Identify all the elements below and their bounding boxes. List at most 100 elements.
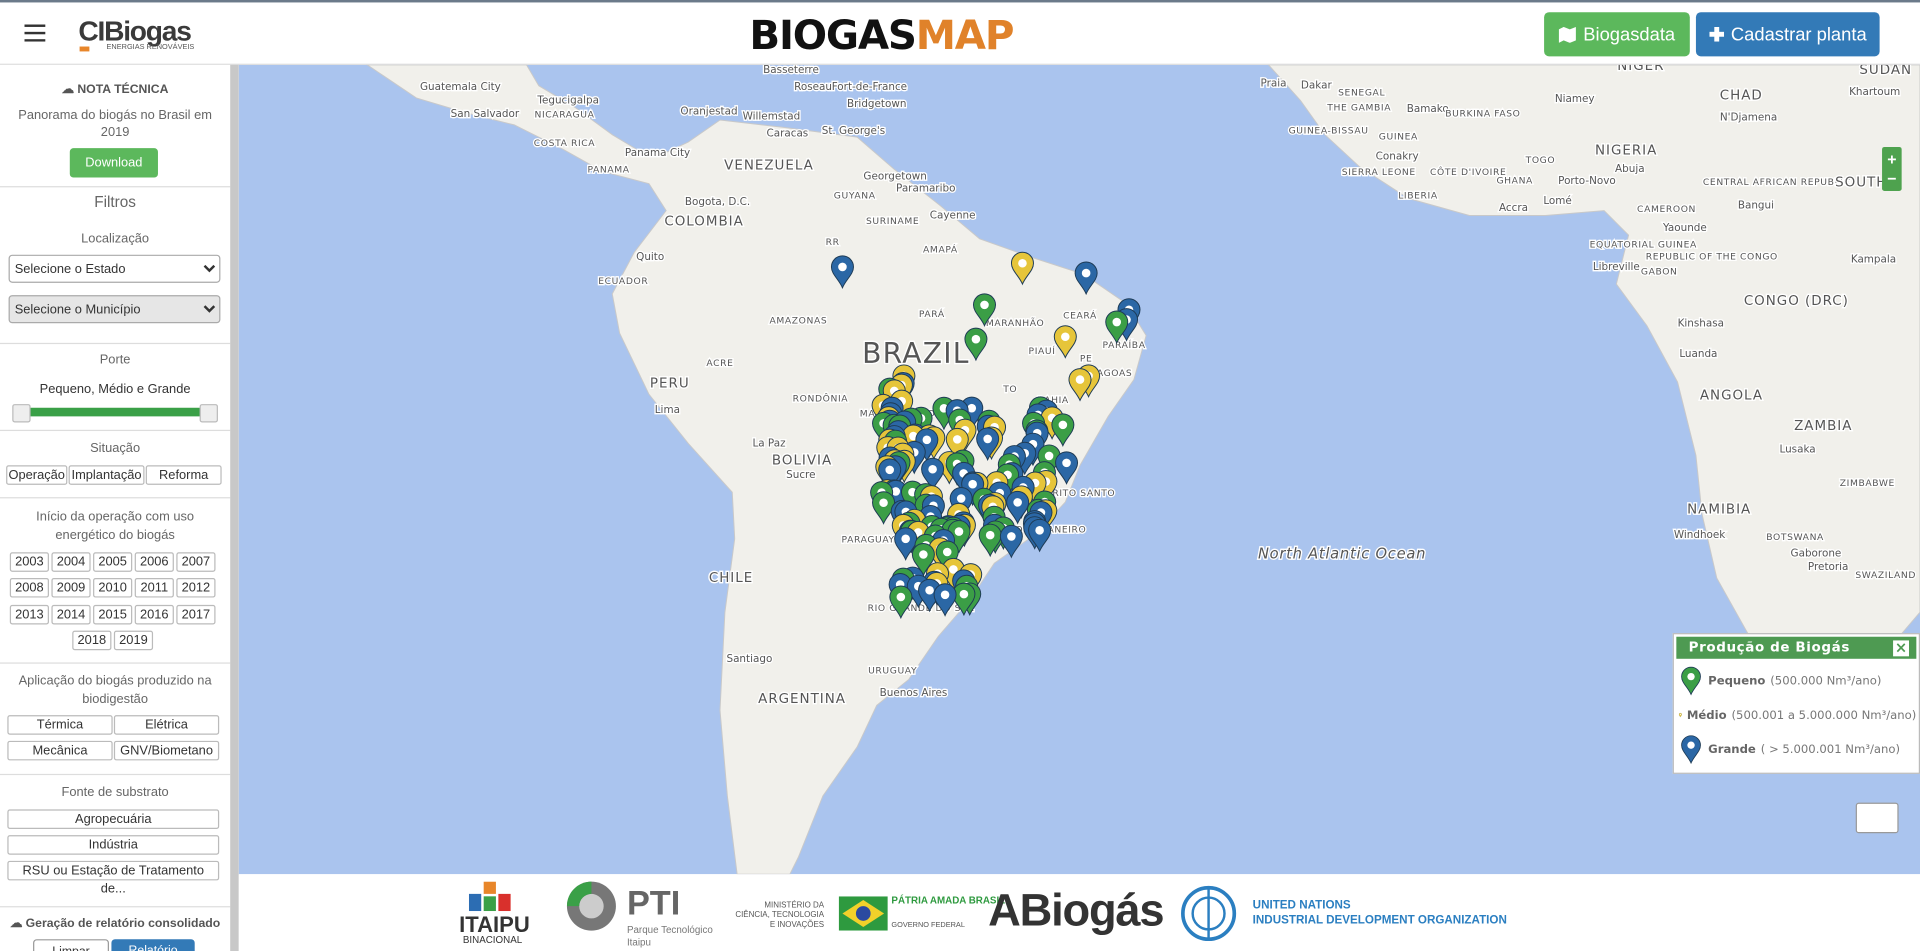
- marker-pin[interactable]: [1006, 490, 1030, 525]
- marker-pin[interactable]: [878, 458, 902, 492]
- plant-marker[interactable]: [964, 327, 988, 362]
- year-option[interactable]: 2019: [113, 630, 154, 651]
- marker-dot[interactable]: [925, 585, 934, 595]
- year-option[interactable]: 2006: [134, 552, 174, 572]
- year-option[interactable]: 2010: [93, 578, 133, 598]
- marker-dot[interactable]: [954, 527, 964, 536]
- source-option[interactable]: Agropecuária: [7, 809, 220, 829]
- zoom-in[interactable]: +: [1887, 152, 1896, 169]
- plant-marker[interactable]: [1028, 518, 1052, 553]
- marker-dot[interactable]: [1062, 458, 1071, 468]
- marker-pin[interactable]: [978, 523, 1002, 558]
- marker-dot[interactable]: [1035, 526, 1044, 535]
- year-option[interactable]: 2018: [72, 630, 112, 651]
- plant-marker[interactable]: [999, 524, 1023, 559]
- marker-dot[interactable]: [928, 464, 937, 474]
- source-option[interactable]: Indústria: [7, 835, 220, 855]
- marker-dot[interactable]: [968, 479, 977, 489]
- year-option[interactable]: 2009: [51, 578, 91, 598]
- marker-pin[interactable]: [1068, 368, 1092, 402]
- legend-close[interactable]: ×: [1893, 639, 1909, 657]
- marker-dot[interactable]: [1018, 258, 1027, 268]
- menu-icon[interactable]: [24, 24, 46, 42]
- layer-control[interactable]: [1855, 802, 1899, 834]
- marker-pin[interactable]: [1105, 310, 1129, 345]
- plant-marker[interactable]: [945, 427, 969, 462]
- state-select[interactable]: Selecione o Estado: [8, 254, 221, 283]
- plant-marker[interactable]: [978, 523, 1002, 558]
- plant-marker[interactable]: [1051, 413, 1075, 447]
- application-option[interactable]: Elétrica: [113, 715, 220, 735]
- plant-marker[interactable]: [1006, 490, 1030, 525]
- marker-dot[interactable]: [983, 434, 992, 444]
- marker-pin[interactable]: [972, 293, 997, 327]
- marker-dot[interactable]: [980, 300, 989, 310]
- city-select[interactable]: Selecione o Município: [8, 295, 221, 324]
- marker-dot[interactable]: [919, 550, 928, 559]
- marker-pin[interactable]: [894, 527, 918, 561]
- year-option[interactable]: 2007: [176, 552, 216, 572]
- plant-marker[interactable]: [1053, 325, 1077, 359]
- year-option[interactable]: 2005: [93, 552, 133, 572]
- year-option[interactable]: 2011: [134, 578, 174, 598]
- plant-marker[interactable]: [1105, 310, 1129, 345]
- marker-dot[interactable]: [1013, 498, 1022, 507]
- marker-dot[interactable]: [885, 465, 894, 475]
- marker-pin[interactable]: [1074, 261, 1098, 296]
- marker-dot[interactable]: [940, 590, 950, 600]
- marker-dot[interactable]: [1112, 317, 1122, 327]
- marker-dot[interactable]: [959, 589, 969, 599]
- plant-marker[interactable]: [952, 582, 976, 617]
- marker-dot[interactable]: [896, 592, 906, 602]
- marker-dot[interactable]: [967, 403, 977, 413]
- report-button[interactable]: Relatório: [111, 939, 195, 951]
- marker-pin[interactable]: [976, 427, 1000, 461]
- marker-dot[interactable]: [1081, 268, 1091, 278]
- download-button[interactable]: Download: [69, 148, 158, 178]
- slider-handle[interactable]: [199, 404, 218, 423]
- plant-marker[interactable]: [889, 585, 913, 620]
- application-option[interactable]: GNV/Biometano: [113, 740, 220, 761]
- marker-pin[interactable]: [945, 427, 969, 462]
- year-option[interactable]: 2013: [9, 604, 49, 624]
- source-option[interactable]: RSU ou Estação de Tratamento de...: [7, 860, 220, 896]
- year-option[interactable]: 2014: [51, 604, 91, 624]
- marker-dot[interactable]: [922, 435, 932, 445]
- application-option[interactable]: Térmica: [7, 715, 113, 735]
- plant-marker[interactable]: [830, 255, 854, 289]
- marker-dot[interactable]: [956, 494, 966, 503]
- year-option[interactable]: 2017: [176, 604, 216, 624]
- clear-button[interactable]: Limpar: [33, 939, 109, 951]
- map[interactable]: Guatemala City Tegucigalpa NICARAGUA San Sa…: [238, 64, 1920, 875]
- year-option[interactable]: 2016: [134, 604, 174, 624]
- plant-marker[interactable]: [1074, 261, 1098, 296]
- marker-dot[interactable]: [971, 334, 981, 344]
- marker-pin[interactable]: [933, 583, 957, 617]
- marker-pin[interactable]: [1053, 325, 1077, 359]
- marker-dot[interactable]: [949, 565, 958, 574]
- marker-dot[interactable]: [1044, 451, 1054, 461]
- marker-dot[interactable]: [942, 547, 952, 557]
- marker-pin[interactable]: [964, 327, 988, 362]
- plant-marker[interactable]: [1055, 451, 1079, 485]
- register-button[interactable]: Cadastrar planta: [1695, 12, 1880, 57]
- marker-dot[interactable]: [901, 534, 910, 544]
- plant-marker[interactable]: [878, 458, 902, 492]
- zoom-out[interactable]: −: [1887, 171, 1896, 188]
- marker-pin[interactable]: [952, 582, 976, 617]
- marker-pin[interactable]: [1055, 451, 1079, 485]
- marker-pin[interactable]: [1051, 413, 1075, 447]
- year-option[interactable]: 2012: [176, 578, 216, 598]
- slider-handle[interactable]: [12, 404, 31, 423]
- marker-dot[interactable]: [838, 262, 847, 272]
- marker-dot[interactable]: [1007, 532, 1016, 541]
- marker-dot[interactable]: [953, 435, 962, 444]
- size-slider[interactable]: [17, 407, 214, 417]
- plant-marker[interactable]: [976, 427, 1000, 461]
- plant-marker[interactable]: [933, 583, 957, 617]
- marker-pin[interactable]: [999, 524, 1023, 559]
- year-option[interactable]: 2015: [93, 604, 133, 624]
- marker-dot[interactable]: [985, 530, 995, 540]
- year-option[interactable]: 2004: [51, 552, 91, 572]
- marker-pin[interactable]: [889, 585, 913, 620]
